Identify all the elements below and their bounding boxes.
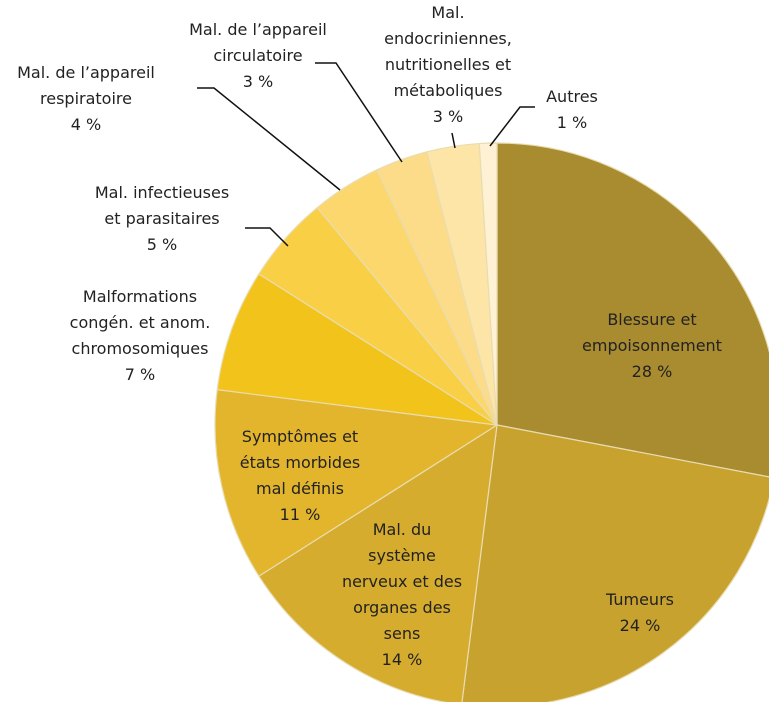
slice-label-line: sens [384, 624, 421, 643]
pie-slice [461, 424, 769, 702]
slice-label: Symptômes et états morbides mal définis [240, 427, 361, 498]
slice-label-line: chromosomiques [72, 339, 209, 358]
slice-value-label: 4 % [71, 115, 101, 134]
slice-label-line: métaboliques [394, 81, 503, 100]
slice-label-line: nerveux et des [342, 572, 462, 591]
slice-label-line: Mal. du [373, 520, 432, 539]
slice-label-line: nutritionelles et [385, 55, 511, 74]
slice-label-line: Mal. [431, 3, 464, 22]
slice-label-line: mal définis [256, 479, 344, 498]
slice-label: Blessure et empoisonnement [582, 310, 722, 355]
slice-label-line: Blessure et [607, 310, 696, 329]
leader-line [489, 106, 535, 147]
slice-label-line: Symptômes et [242, 427, 358, 446]
leader-line [315, 62, 403, 163]
slice-label-line: Malformations [83, 287, 197, 306]
pie-slice [496, 142, 769, 478]
pie-slice [216, 273, 498, 426]
slice-value-label: 7 % [125, 365, 155, 384]
slice-value-label: 11 % [280, 505, 321, 524]
slice-value-label: 1 % [557, 113, 587, 132]
slice-label-line: Mal. de l’appareil [189, 20, 327, 39]
slice-value-label: 5 % [147, 235, 177, 254]
leader-line [451, 132, 456, 149]
slice-label-line: Mal. infectieuses [95, 183, 229, 202]
leader-line [245, 227, 289, 247]
pie-slice [214, 388, 499, 577]
leader-line [197, 87, 341, 191]
slice-label-line: états morbides [240, 453, 361, 472]
slice-value-label: 28 % [632, 362, 673, 381]
slice-value-label: 14 % [382, 650, 423, 669]
slice-label-line: organes des [353, 598, 451, 617]
slice-label: Malformations congén. et anom. chromosomiq… [70, 287, 211, 358]
slice-label: Mal. de l’appareil circulatoire [189, 20, 327, 65]
slice-label-line: Tumeurs [605, 590, 674, 609]
slice-label-line: et parasitaires [104, 209, 219, 228]
slice-label: Mal. endocriniennes, nutritionelles et méta… [384, 3, 512, 100]
slice-label-line: système [368, 546, 436, 565]
pie-slice [258, 423, 498, 702]
slice-label: Mal. de l’appareil respiratoire [17, 63, 155, 108]
slice-label-line: endocriniennes, [384, 29, 512, 48]
pie-slice [478, 142, 498, 426]
slice-label-line: empoisonnement [582, 336, 722, 355]
slice-label-line: circulatoire [213, 46, 302, 65]
slice-label: Tumeurs [605, 590, 674, 609]
slice-label: Autres [546, 87, 598, 106]
slice-label-line: Autres [546, 87, 598, 106]
slice-label-line: respiratoire [40, 89, 132, 108]
slice-value-label: 24 % [620, 616, 661, 635]
slice-label-line: Mal. de l’appareil [17, 63, 155, 82]
slice-label: Mal. du système nerveux et des organes des s… [342, 520, 462, 643]
slice-label-line: congén. et anom. [70, 313, 211, 332]
slice-value-label: 3 % [243, 72, 273, 91]
slice-value-label: 3 % [433, 107, 463, 126]
slice-label: Mal. infectieuses et parasitaires [95, 183, 229, 228]
